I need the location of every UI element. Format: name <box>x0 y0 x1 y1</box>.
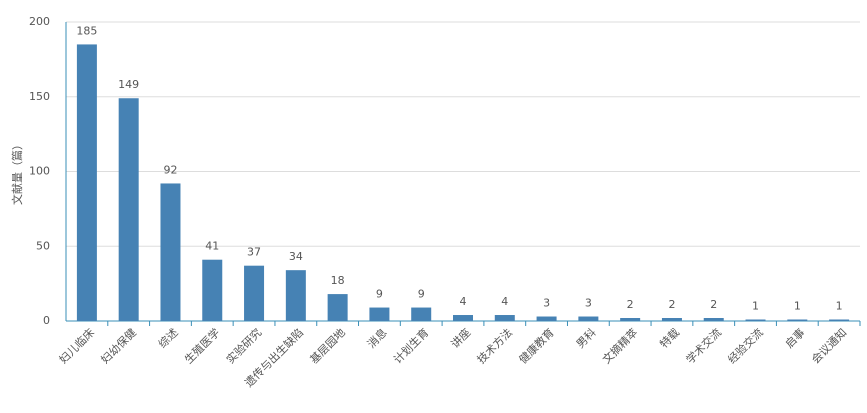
bar <box>118 98 139 322</box>
x-tick-label: 基层园地 <box>308 326 348 366</box>
value-label: 18 <box>331 274 345 287</box>
bar <box>327 294 348 321</box>
x-tick-label: 生殖医学 <box>181 325 222 366</box>
value-label: 3 <box>543 297 550 310</box>
bar <box>369 307 390 321</box>
value-label: 149 <box>118 78 139 91</box>
bar <box>76 44 97 322</box>
value-label: 9 <box>418 288 425 301</box>
y-tick-label: 0 <box>43 314 50 327</box>
x-tick-label: 健康教育 <box>516 325 557 366</box>
x-tick-label: 妇幼保健 <box>98 325 139 366</box>
value-label: 37 <box>247 246 261 259</box>
x-tick-label: 会议通知 <box>808 325 849 366</box>
x-tick-label: 特载 <box>657 325 682 350</box>
bar <box>578 316 599 321</box>
y-axis-label: 文献量（篇） <box>10 139 24 205</box>
value-label: 4 <box>501 295 508 308</box>
bar <box>285 270 306 321</box>
x-tick-label: 文摘精萃 <box>599 325 640 366</box>
bar <box>536 316 557 321</box>
x-tick-label: 经验交流 <box>725 325 766 366</box>
value-label: 1 <box>752 300 759 313</box>
x-tick-label: 消息 <box>364 325 389 350</box>
x-tick-label: 技术方法 <box>474 325 515 366</box>
bar <box>411 307 432 321</box>
bar <box>745 319 766 321</box>
bar <box>494 315 515 321</box>
value-label: 4 <box>460 295 467 308</box>
y-tick-label: 50 <box>36 239 50 252</box>
bar <box>661 318 682 321</box>
value-label: 1 <box>794 300 801 313</box>
value-label: 41 <box>205 240 219 253</box>
y-tick-label: 200 <box>29 15 50 28</box>
y-tick-label: 100 <box>29 165 50 178</box>
bar <box>703 318 724 321</box>
value-label: 1 <box>836 300 843 313</box>
value-label: 2 <box>627 298 634 311</box>
value-label: 2 <box>668 298 675 311</box>
x-tick-label: 妇儿临床 <box>56 325 97 366</box>
x-tick-label: 综述 <box>155 325 180 350</box>
y-tick-label: 150 <box>29 90 50 103</box>
bar <box>787 319 808 321</box>
bar <box>453 315 473 321</box>
value-label: 34 <box>289 250 303 263</box>
bar <box>202 259 223 321</box>
x-tick-label: 男科 <box>573 325 598 350</box>
value-label: 2 <box>710 298 717 311</box>
x-tick-label: 学术交流 <box>683 325 724 366</box>
value-label: 92 <box>163 163 177 176</box>
value-label: 9 <box>376 288 383 301</box>
bar <box>620 318 641 321</box>
x-tick-label: 讲座 <box>448 325 473 350</box>
bar <box>244 265 265 321</box>
x-tick-label: 启事 <box>783 326 808 351</box>
bar <box>829 319 850 321</box>
x-tick-label: 实验研究 <box>223 325 264 366</box>
value-label: 3 <box>585 297 592 310</box>
value-label: 185 <box>76 24 97 37</box>
x-tick-label: 计划生育 <box>390 325 431 366</box>
bar <box>160 183 181 321</box>
